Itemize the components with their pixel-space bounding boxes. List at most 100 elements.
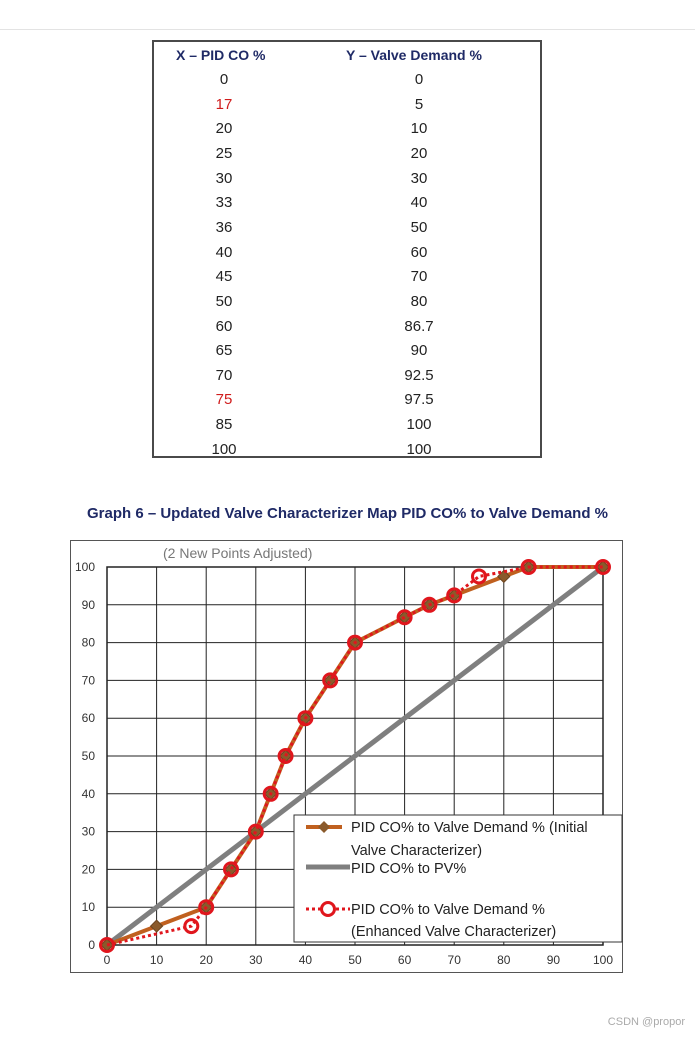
series-marker-enhanced [322, 672, 339, 689]
chart: 0 10 20 30 40 50 60 70 80 90 100 0 10 20 30 40 50 60 70 80 9… [70, 540, 623, 973]
y-tick-label: 80 [82, 636, 96, 650]
table-cell-y: 50 [410, 218, 428, 236]
x-tick-label: 60 [398, 953, 412, 967]
table-row: 70 92.5 [154, 367, 540, 391]
x-tick-label: 50 [348, 953, 362, 967]
y-tick-label: 40 [82, 787, 96, 801]
table-row: 20 10 [154, 120, 540, 144]
table-row: 25 20 [154, 145, 540, 169]
y-tick-label: 50 [82, 749, 96, 763]
table-row: 36 50 [154, 219, 540, 243]
legend-marker-enhanced [320, 901, 336, 917]
y-tick-label: 20 [82, 862, 96, 876]
x-tick-label: 40 [299, 953, 313, 967]
table-row: 45 70 [154, 268, 540, 292]
table-cell-y: 20 [410, 144, 428, 162]
table-cell-y: 80 [410, 292, 428, 310]
table-row: 75 97.5 [154, 391, 540, 415]
series-marker-enhanced [277, 748, 294, 764]
x-tick-label: 70 [448, 953, 462, 967]
table-header-x: X – PID CO % [176, 47, 266, 63]
table-row: 50 80 [154, 293, 540, 317]
table-row: 100 100 [154, 441, 540, 465]
table-cell-y: 0 [414, 71, 424, 88]
series-line-enhanced [106, 565, 603, 947]
table-cell-x: 60 [215, 317, 233, 335]
y-tick-label: 60 [82, 711, 96, 725]
series-marker-enhanced [520, 559, 537, 575]
table-cell-x: 40 [215, 243, 233, 261]
series-marker-enhanced [446, 587, 463, 604]
table-cell-x: 65 [215, 342, 233, 360]
table-cell-x: 85 [215, 416, 233, 434]
x-tick-label: 100 [593, 953, 613, 967]
series-marker-enhanced [396, 609, 413, 626]
table-cell-y: 30 [410, 169, 428, 187]
series-marker-enhanced [347, 634, 363, 651]
legend-label-initial-line1: PID CO% to Valve Demand % (Initial [351, 820, 588, 836]
table-cell-y: 60 [410, 243, 428, 261]
table-row: 30 30 [154, 170, 540, 194]
chart-legend [293, 814, 623, 943]
legend-label-initial-line2: Valve Characterizer) [351, 843, 482, 859]
plot-area-border [106, 566, 604, 946]
table-row: 40 60 [154, 244, 540, 268]
table-header-y: Y – Valve Demand % [346, 47, 482, 63]
table-cell-x: 25 [215, 144, 233, 162]
top-divider [0, 29, 695, 30]
table-cell-x: 20 [215, 120, 233, 138]
table-cell-y: 10 [410, 120, 428, 138]
y-tick-label: 30 [82, 825, 96, 839]
y-tick-label: 10 [82, 900, 96, 914]
legend-box [293, 814, 623, 943]
series-marker-enhanced [471, 568, 487, 585]
table-cell-x: 36 [215, 218, 233, 236]
table-cell-y: 100 [406, 440, 432, 458]
series-marker-enhanced [247, 823, 264, 840]
table-row: 17 5 [154, 96, 540, 120]
series-marker-enhanced [183, 918, 200, 935]
series-marker-enhanced [99, 937, 115, 953]
legend-label-enhanced-line2: (Enhanced Valve Characterizer) [351, 924, 556, 940]
table-cell-y: 40 [410, 194, 428, 212]
table-cell-x: 17 [215, 95, 233, 113]
series-line-pv [105, 565, 605, 947]
table-row: 85 100 [154, 416, 540, 440]
series-marker-enhanced [297, 710, 314, 727]
legend-label-enhanced-line1: PID CO% to Valve Demand % [351, 902, 545, 918]
table-row: 60 86.7 [154, 318, 540, 342]
table-cell-x: 0 [219, 71, 229, 88]
table-cell-x: 100 [211, 440, 237, 458]
watermark: CSDN @propor [607, 1016, 685, 1028]
y-tick-label: 70 [82, 673, 96, 687]
table-cell-y: 100 [406, 416, 432, 434]
table-cell-y: 86.7 [404, 317, 434, 335]
table-row: 33 40 [154, 194, 540, 218]
series-marker-initial [149, 919, 164, 933]
y-tick-label: 90 [82, 598, 96, 612]
y-tick-label: 0 [88, 938, 95, 952]
legend-label-pv: PID CO% to PV% [351, 861, 466, 877]
table-cell-y: 92.5 [404, 366, 434, 384]
x-tick-label: 20 [200, 953, 214, 967]
table-cell-x: 70 [215, 366, 233, 384]
x-tick-label: 90 [547, 953, 561, 967]
series-marker-enhanced [198, 899, 215, 916]
table-cell-x: 33 [215, 194, 233, 212]
y-tick-label: 100 [75, 560, 95, 574]
legend-marker-initial [318, 821, 330, 833]
table-cell-x: 45 [215, 268, 233, 286]
series-marker-enhanced [421, 596, 438, 613]
graph-title: Graph 6 – Updated Valve Characterizer Ma… [86, 505, 608, 522]
table-cell-y: 97.5 [404, 391, 434, 409]
table-cell-x: 30 [215, 169, 233, 187]
x-tick-label: 30 [249, 953, 263, 967]
table-cell-y: 5 [414, 95, 424, 113]
series-marker-enhanced [223, 861, 239, 878]
x-tick-label: 10 [150, 953, 164, 967]
table-row: 65 90 [154, 342, 540, 366]
x-tick-label: 80 [497, 953, 511, 967]
series-marker-enhanced [595, 559, 611, 575]
data-table: X – PID CO % Y – Valve Demand % 0 0 17 5 20 1… [152, 40, 542, 458]
